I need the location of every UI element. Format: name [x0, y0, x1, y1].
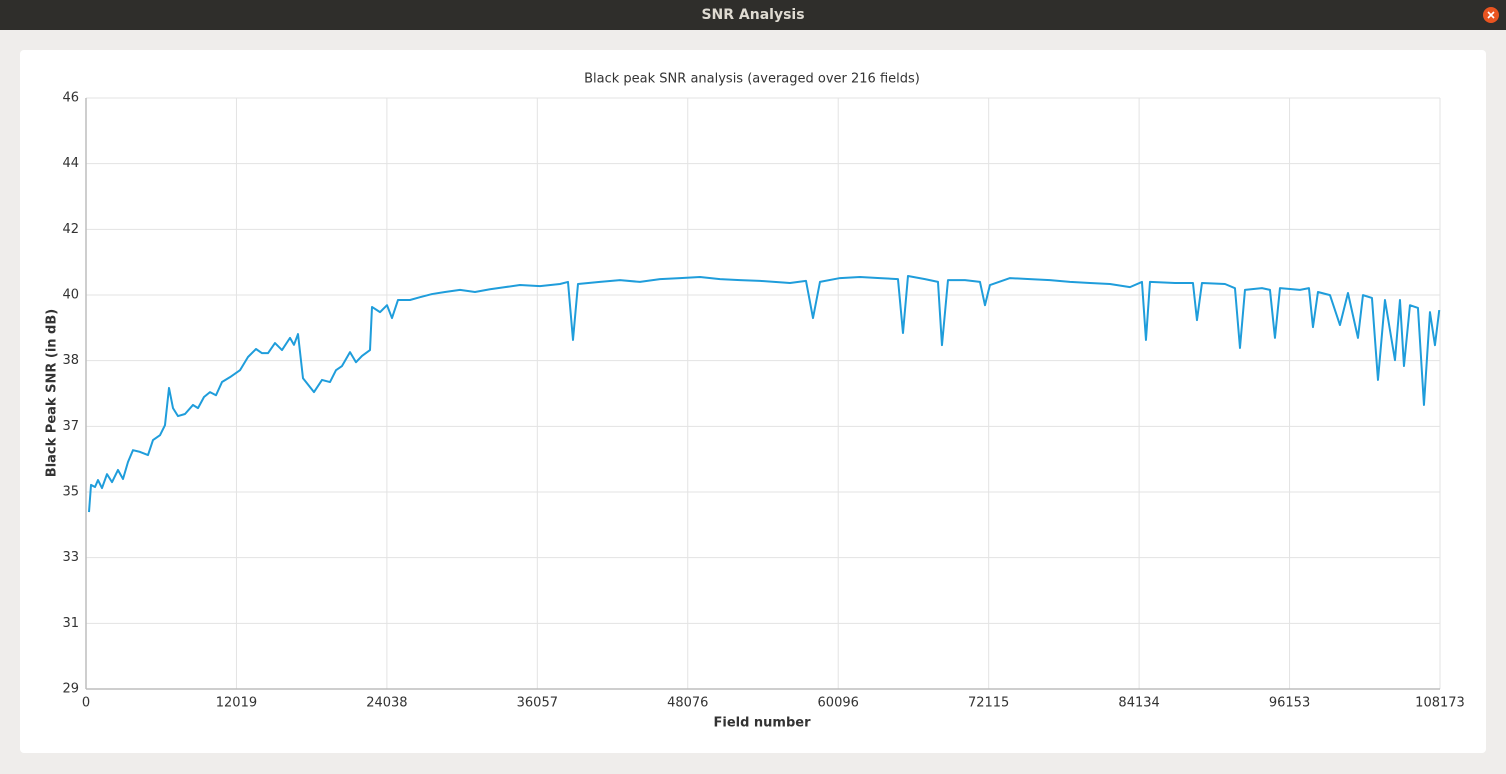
x-tick-label: 24038 — [366, 696, 407, 711]
y-tick-label: 35 — [62, 484, 79, 499]
data-line — [88, 275, 1441, 513]
x-tick-label: 12019 — [216, 696, 257, 711]
title-bar — [0, 0, 1506, 30]
x-tick-label: 60096 — [818, 696, 859, 711]
y-tick-label: 33 — [62, 550, 79, 565]
x-tick-label: 0 — [82, 696, 90, 711]
x-tick-label: 108173 — [1415, 696, 1465, 711]
chart-panel — [20, 50, 1486, 753]
x-tick-label: 48076 — [667, 696, 708, 711]
y-tick-label: 42 — [62, 222, 79, 237]
x-tick-label: 96153 — [1269, 696, 1310, 711]
x-tick-label: 36057 — [517, 696, 558, 711]
y-tick-label: 29 — [62, 682, 79, 697]
y-tick-label: 38 — [62, 353, 79, 368]
x-tick-label: 84134 — [1118, 696, 1159, 711]
window-title: SNR Analysis — [701, 7, 804, 23]
close-icon — [1487, 11, 1495, 19]
y-tick-label: 44 — [62, 156, 79, 171]
x-axis-title: Field number — [713, 716, 811, 731]
chart-title: Black peak SNR analysis (averaged over 2… — [584, 72, 920, 87]
y-axis-title: Black Peak SNR (in dB) — [45, 309, 60, 477]
x-tick-label: 72115 — [968, 696, 1009, 711]
y-tick-label: 40 — [62, 288, 79, 303]
y-tick-label: 37 — [62, 419, 79, 434]
y-tick-label: 31 — [62, 616, 79, 631]
y-tick-label: 46 — [62, 91, 79, 106]
